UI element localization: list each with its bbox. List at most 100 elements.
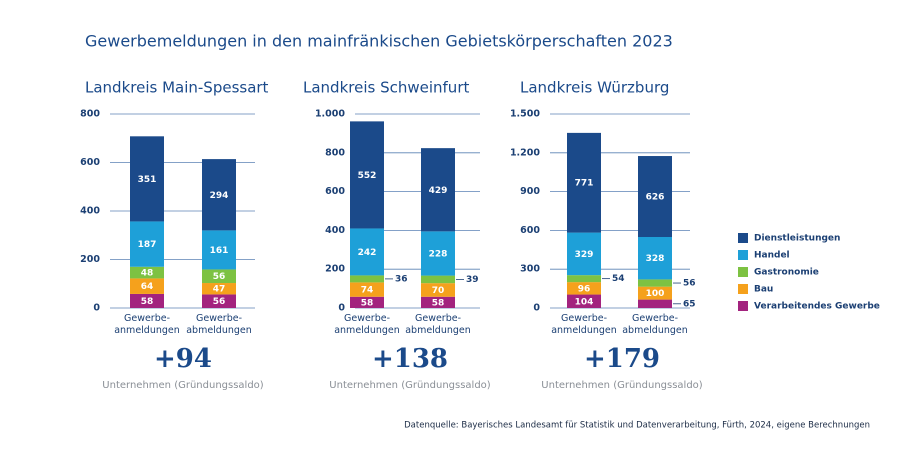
bar-segment [567,282,601,295]
page-title: Gewerbemeldungen in den mainfränkischen … [85,32,673,51]
bar-segment [350,275,384,283]
value-label: 56 [683,279,696,289]
value-label: 56 [213,297,226,307]
y-tick-label: 400 [80,206,100,217]
value-label: 351 [138,175,157,185]
y-tick-label: 600 [325,186,345,197]
bar-segment [202,269,236,284]
bar-segment [421,296,455,308]
bar-segment [567,294,601,308]
y-tick-label: 600 [80,157,100,168]
y-tick-label: 200 [80,254,100,265]
bar-segment [567,275,601,283]
y-tick-label: 0 [93,303,100,314]
y-tick-label: 400 [325,225,345,236]
value-label: 54 [612,274,625,284]
y-tick-label: 1.500 [510,109,540,120]
source: Datenquelle: Bayerisches Landesamt für S… [404,421,870,431]
legend-swatch [738,267,748,277]
chart-title: Landkreis Main-Spessart [85,79,269,97]
value-label: 104 [575,297,594,307]
value-label: 58 [141,297,154,307]
legend-label: Dienstleistungen [754,234,840,244]
bar-segment [638,299,672,308]
value-label: 242 [358,248,377,258]
bar-segment [421,283,455,297]
y-tick-label: 0 [533,303,540,314]
balance: +94 [154,344,212,374]
legend-label: Bau [754,285,773,295]
value-label: 47 [213,285,226,295]
bar-segment [202,159,236,231]
legend-swatch [738,250,748,260]
bar-segment [202,230,236,270]
y-tick-label: 800 [325,147,345,158]
y-tick-label: 0 [338,303,345,314]
bar-segment [350,121,384,229]
x-tick-label: Gewerbe- anmeldungen [334,313,400,336]
y-tick-label: 1.200 [510,147,540,158]
bar-segment [421,148,455,232]
value-label: 552 [358,171,377,181]
value-label: 328 [646,254,665,264]
legend-swatch [738,233,748,243]
value-label: 626 [646,193,665,203]
legend-swatch [738,301,748,311]
value-label: 74 [361,286,374,296]
x-tick-label: Gewerbe- anmeldungen [114,313,180,336]
legend-label: Gastronomie [754,268,819,278]
bar-segment [638,236,672,280]
value-label: 48 [141,269,154,279]
value-label: 36 [395,274,408,284]
value-label: 96 [578,284,591,294]
x-tick-label: Gewerbe- abmeldungen [622,313,688,336]
bar-segment [202,283,236,295]
value-label: 429 [429,186,448,196]
chart-title: Landkreis Würzburg [520,79,669,97]
bar-segment [130,266,164,279]
y-tick-label: 200 [325,264,345,275]
value-label: 187 [138,240,157,250]
bar-segment [130,221,164,267]
value-label: 161 [210,246,229,256]
y-tick-label: 1.000 [315,109,345,120]
bar-segment [638,156,672,237]
bar-segment [421,231,455,276]
value-label: 100 [646,289,665,299]
balance: +179 [584,344,660,374]
x-tick-label: Gewerbe- abmeldungen [186,313,252,336]
bar-segment [350,282,384,297]
bar-segment [350,296,384,308]
value-label: 56 [213,272,226,282]
value-label: 70 [432,286,445,296]
value-label: 64 [141,282,154,292]
bar-segment [638,286,672,300]
bar-segment [421,275,455,284]
bar-segment [130,278,164,294]
value-label: 65 [683,299,696,309]
chart-title: Landkreis Schweinfurt [303,79,469,97]
x-tick-label: Gewerbe- anmeldungen [551,313,617,336]
value-label: 39 [466,275,479,285]
y-tick-label: 300 [520,264,540,275]
x-tick-label: Gewerbe- abmeldungen [405,313,471,336]
legend-swatch [738,284,748,294]
y-tick-label: 900 [520,186,540,197]
value-label: 228 [429,249,448,259]
bar-segment [130,293,164,308]
bar-segment [567,132,601,233]
y-tick-label: 600 [520,225,540,236]
value-label: 771 [575,179,594,189]
legend-label: Verarbeitendes Gewerbe [754,302,880,312]
bar-segment [350,228,384,276]
balance-caption: Unternehmen (Gründungssaldo) [102,380,264,391]
legend-label: Handel [754,251,790,261]
bar-segment [202,294,236,308]
bar-segment [638,279,672,287]
value-label: 294 [210,191,229,201]
y-tick-label: 800 [80,109,100,120]
bar-segment [130,136,164,222]
balance: +138 [372,344,448,374]
